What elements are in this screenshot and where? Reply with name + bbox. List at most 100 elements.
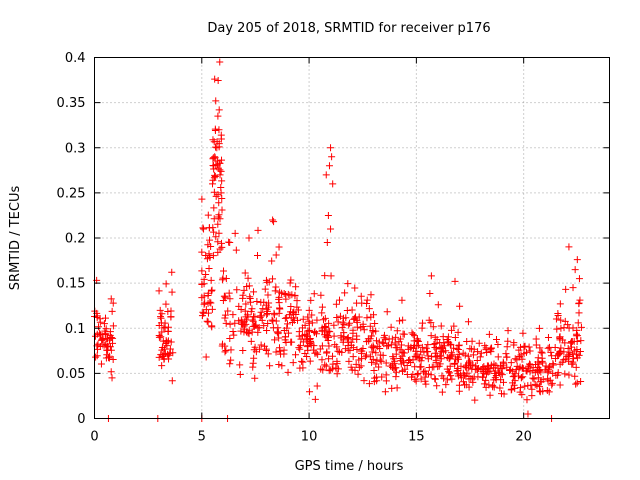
data-point [108,374,116,382]
data-point [487,344,495,352]
data-point [405,357,413,365]
data-point [377,357,385,365]
data-point [306,388,314,396]
data-point [241,269,249,277]
data-point [321,314,329,322]
data-point [577,378,585,386]
data-point [575,275,583,283]
data-point [210,228,218,236]
data-point [438,343,446,351]
data-point [388,335,396,343]
data-point [380,331,388,339]
data-point [484,362,492,370]
data-point [217,239,225,247]
data-point [413,352,421,360]
data-point [552,315,560,323]
x-axis-label: GPS time / hours [295,459,404,474]
data-point [319,316,327,324]
data-point [202,271,210,279]
grid-layer [94,57,610,419]
data-point [298,332,306,340]
data-point [334,318,342,326]
data-point [481,342,489,350]
data-point [372,327,380,335]
data-point [382,371,390,379]
data-point [209,180,217,188]
data-point [521,382,529,390]
data-point [307,296,315,304]
data-point [214,164,222,172]
data-point [236,361,244,369]
data-point [333,370,341,378]
data-point [421,367,429,375]
data-point [216,171,224,179]
data-point [245,234,253,242]
data-point [445,368,453,376]
data-point [519,329,527,337]
data-point [308,311,316,319]
data-point [157,314,165,322]
data-point [208,323,216,331]
data-point [200,292,208,300]
data-point [387,323,395,331]
y-tick-label: 0.35 [57,96,86,111]
data-point [564,345,572,353]
data-point [535,324,543,332]
data-point [382,377,390,385]
data-point [243,282,251,290]
data-point [270,218,278,226]
data-point [155,287,163,295]
data-point [473,356,481,364]
data-point [248,305,256,313]
data-point [291,291,299,299]
data-point [359,322,367,330]
data-point [285,329,293,337]
data-point [287,276,295,284]
data-point [544,334,552,342]
data-point [261,342,269,350]
data-point [523,367,531,375]
data-point [236,371,244,379]
data-point [294,306,302,314]
data-point [275,309,283,317]
ticks-layer: 0 0.05 0.1 0.15 0.2 0.25 0.3 0.35 0.4 0 5 10 15 20 [57,51,610,445]
data-point [207,243,215,251]
data-point [226,334,234,342]
data-point [323,332,331,340]
data-point [199,224,207,232]
data-point [362,351,370,359]
data-point [271,287,279,295]
data-point [414,337,422,345]
data-point [304,346,312,354]
data-point [456,302,464,310]
data-point [268,257,276,265]
data-point [537,348,545,356]
data-point [535,367,543,375]
data-point [248,328,256,336]
data-point [476,353,484,361]
data-point [565,353,573,361]
data-point [226,295,234,303]
data-point [107,295,115,303]
data-point [104,346,112,354]
data-point [288,319,296,327]
data-point [258,316,266,324]
data-point [516,388,524,396]
data-point [367,291,375,299]
data-point [574,319,582,327]
data-point [448,375,456,383]
data-point [327,225,335,233]
data-point [164,323,172,331]
data-point [221,311,229,319]
data-point [218,177,226,185]
data-point [210,204,218,212]
data-point [569,324,577,332]
data-point [409,330,417,338]
data-point [442,381,450,389]
data-point [414,369,422,377]
data-point [155,322,163,330]
x-tick-label: 15 [408,430,425,445]
data-point [222,275,230,283]
data-point [572,332,580,340]
data-point [325,355,333,363]
